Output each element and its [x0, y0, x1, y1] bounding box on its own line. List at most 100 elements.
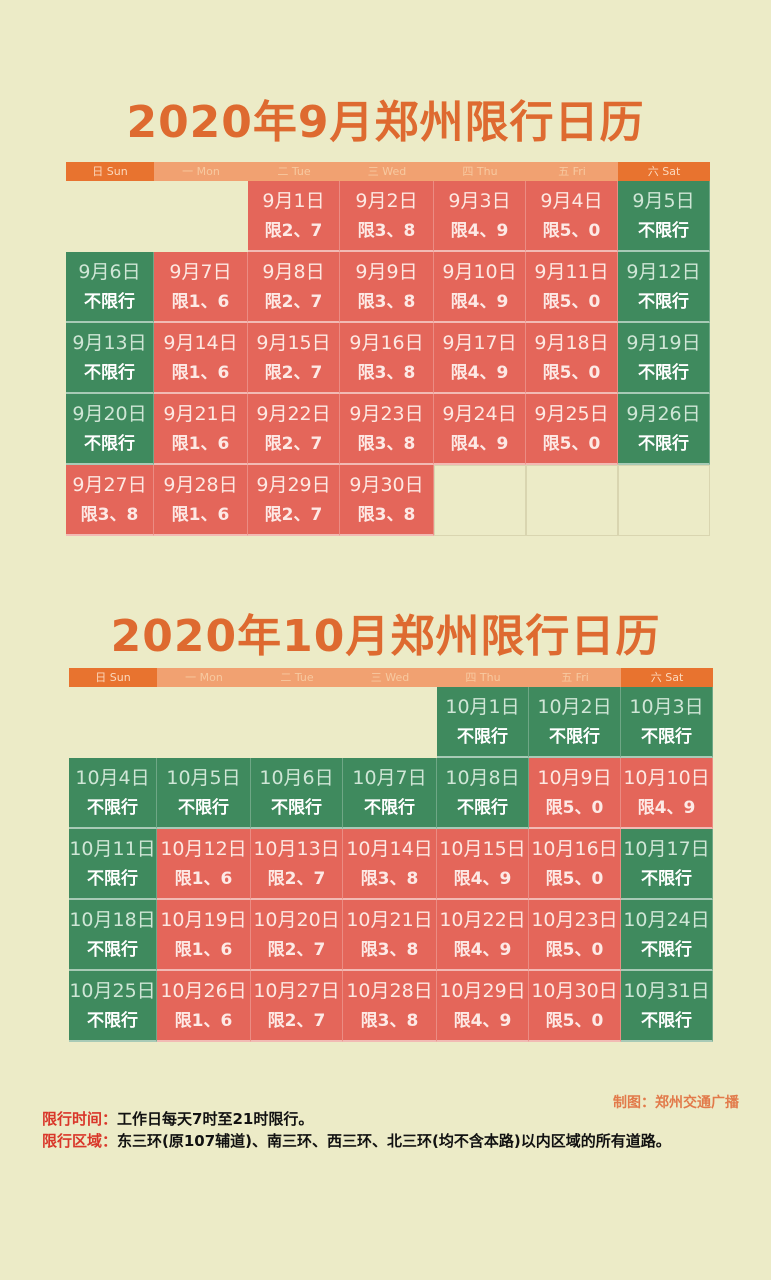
- day-cell: 9月3日 限4、9: [434, 181, 526, 252]
- page-title-october: 2020年10月郑州限行日历: [110, 611, 661, 662]
- credit-text: 制图：郑州交通广播: [613, 1095, 739, 1111]
- restriction-label: 限4、9: [637, 797, 696, 818]
- restriction-label: 限1、6: [171, 504, 230, 525]
- day-cell: 10月23日 限5、0: [529, 900, 621, 971]
- day-cell: 9月12日 不限行: [618, 252, 710, 323]
- day-cell: 10月10日 限4、9: [621, 758, 713, 829]
- calendar-september: 日 Sun 一 Mon 二 Tue 三 Wed 四 Thu 五 Fri 六 Sat 9月1日限…: [66, 162, 710, 536]
- day-cell: 9月15日 限2、7: [248, 323, 340, 394]
- day-label: 9月9日: [355, 260, 418, 283]
- day-label: 9月13日: [72, 331, 147, 354]
- day-cell: 10月21日 限3、8: [343, 900, 437, 971]
- restriction-label: 限4、9: [450, 291, 509, 312]
- day-cell: 10月14日 限3、8: [343, 829, 437, 900]
- day-cell: 10月13日 限2、7: [251, 829, 343, 900]
- day-label: 9月25日: [534, 402, 609, 425]
- day-label: 9月12日: [626, 260, 701, 283]
- restriction-label: 不限行: [84, 362, 135, 383]
- restriction-label: 不限行: [641, 726, 692, 747]
- day-label: 10月22日: [439, 908, 526, 931]
- restriction-label: 限3、8: [360, 868, 419, 889]
- day-cell: 9月4日限5、0: [526, 181, 618, 252]
- day-cell: 10月4日 不限行: [69, 758, 157, 829]
- weekday-header: 日 Sun: [66, 162, 154, 181]
- day-label: 10月28日: [346, 979, 433, 1002]
- restriction-label: 限1、6: [171, 362, 230, 383]
- day-cell: 9月13日不限行: [66, 323, 154, 394]
- day-cell: 9月11日 限5、0: [526, 252, 618, 323]
- note-area-text: 东三环(原107辅道)、南三环、西三环、北三环(均不含本路)以内区域的所有道路。: [117, 1132, 671, 1150]
- day-cell: 10月26日 限1、6: [157, 971, 251, 1042]
- restriction-label: 限2、7: [264, 362, 323, 383]
- day-cell: 10月27日 限2、7: [251, 971, 343, 1042]
- day-cell: 10月7日 不限行: [343, 758, 437, 829]
- day-label: 10月29日: [439, 979, 526, 1002]
- day-label: 10月30日: [531, 979, 618, 1002]
- day-cell: 9月23日限3、8: [340, 394, 434, 465]
- day-label: 9月17日: [442, 331, 517, 354]
- restriction-label: 不限行: [87, 939, 138, 960]
- day-label: 10月18日: [69, 908, 156, 931]
- weekday-header: 五 Fri: [529, 668, 621, 687]
- day-label: 9月27日: [72, 473, 147, 496]
- restriction-label: 限2、7: [267, 1010, 326, 1031]
- day-cell: 9月9日 限3、8: [340, 252, 434, 323]
- day-cell: 9月30日 限3、8: [340, 465, 434, 536]
- day-cell: 9月8日 限2、7: [248, 252, 340, 323]
- day-cell: 9月29日 限2、7: [248, 465, 340, 536]
- day-cell: 10月16日 限5、0: [529, 829, 621, 900]
- day-cell: 10月30日 限5、0: [529, 971, 621, 1042]
- restriction-label: 限5、0: [542, 220, 601, 241]
- empty-cell: [69, 687, 157, 758]
- day-cell: 10月28日 限3、8: [343, 971, 437, 1042]
- day-label: 9月18日: [534, 331, 609, 354]
- restriction-label: 限1、6: [174, 868, 233, 889]
- restriction-label: 不限行: [84, 291, 135, 312]
- restriction-label: 限4、9: [453, 868, 512, 889]
- day-label: 10月2日: [537, 695, 612, 718]
- day-label: 10月24日: [623, 908, 710, 931]
- restriction-label: 限3、8: [357, 362, 416, 383]
- restriction-label: 不限行: [549, 726, 600, 747]
- restriction-label: 不限行: [178, 797, 229, 818]
- day-label: 9月22日: [256, 402, 331, 425]
- day-label: 10月7日: [352, 766, 427, 789]
- day-cell: 10月22日 限4、9: [437, 900, 529, 971]
- empty-cell: [434, 465, 526, 536]
- empty-cell: [154, 181, 248, 252]
- day-cell: 9月18日限5、0: [526, 323, 618, 394]
- weekday-header: 五 Fri: [526, 162, 618, 181]
- day-label: 9月4日: [540, 189, 603, 212]
- day-cell: 10月12日 限1、6: [157, 829, 251, 900]
- weekday-header: 一 Mon: [154, 162, 248, 181]
- day-label: 9月3日: [448, 189, 511, 212]
- day-cell: 10月5日 不限行: [157, 758, 251, 829]
- weekday-header: 二 Tue: [248, 162, 340, 181]
- day-cell: 9月19日 不限行: [618, 323, 710, 394]
- day-cell: 9月16日 限3、8: [340, 323, 434, 394]
- restriction-label: 限4、9: [450, 362, 509, 383]
- restriction-label: 不限行: [87, 1010, 138, 1031]
- note-time-label: 限行时间：: [42, 1110, 118, 1128]
- restriction-label: 不限行: [271, 797, 322, 818]
- restriction-label: 不限行: [87, 868, 138, 889]
- day-cell: 9月1日 限2、7: [248, 181, 340, 252]
- restriction-label: 限2、7: [264, 291, 323, 312]
- restriction-label: 不限行: [641, 1010, 692, 1031]
- weekday-header: 二 Tue: [251, 668, 343, 687]
- weekday-header: 一 Mon: [157, 668, 251, 687]
- day-label: 10月11日: [69, 837, 156, 860]
- day-cell: 9月21日 限1、6: [154, 394, 248, 465]
- day-cell: 9月5日 不限行: [618, 181, 710, 252]
- day-cell: 10月8日 不限行: [437, 758, 529, 829]
- restriction-label: 限5、0: [542, 362, 601, 383]
- note-time-text: 工作日每天7时至21时限行。: [117, 1110, 314, 1128]
- day-cell: 9月22日 限2、7: [248, 394, 340, 465]
- day-cell: 10月31日 不限行: [621, 971, 713, 1042]
- day-label: 9月23日: [349, 402, 424, 425]
- day-cell: 10月1日 不限行: [437, 687, 529, 758]
- day-cell: 9月20日 不限行: [66, 394, 154, 465]
- empty-cell: [526, 465, 618, 536]
- restriction-label: 限3、8: [357, 220, 416, 241]
- restriction-label: 限3、8: [357, 433, 416, 454]
